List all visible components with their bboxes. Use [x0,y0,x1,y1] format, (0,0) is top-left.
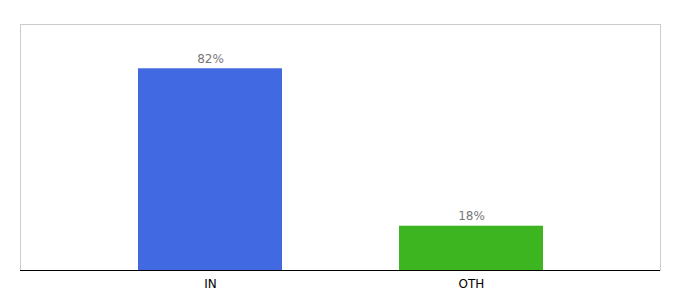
svg-text:82%: 82% [197,52,224,66]
svg-text:IN: IN [204,277,217,291]
svg-text:18%: 18% [458,209,485,223]
svg-text:OTH: OTH [459,277,485,291]
